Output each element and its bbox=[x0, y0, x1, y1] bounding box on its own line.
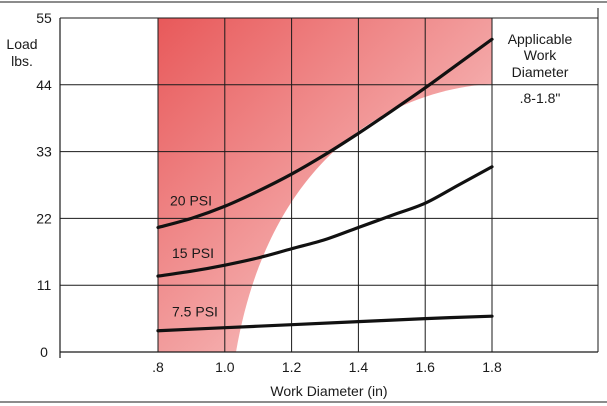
series-lines bbox=[156, 37, 494, 333]
region-label-line-2: Work bbox=[524, 47, 557, 63]
y-axis-label-line-2: lbs. bbox=[11, 53, 33, 69]
x-axis-label: Work Diameter (in) bbox=[270, 383, 387, 399]
y-tick-label: 22 bbox=[36, 210, 52, 226]
region-label-line-1: Applicable bbox=[508, 31, 573, 47]
series-label: 15 PSI bbox=[172, 245, 214, 261]
series-line bbox=[156, 165, 494, 278]
y-tick-label: 11 bbox=[37, 277, 52, 293]
x-tick-label: 1.0 bbox=[215, 359, 235, 375]
x-tick-label: 1.4 bbox=[349, 359, 369, 375]
x-tick-label: 1.8 bbox=[482, 359, 502, 375]
series-label: 20 PSI bbox=[170, 193, 212, 209]
y-tick-labels: 0 11 22 33 44 55 bbox=[36, 10, 52, 360]
region-range-label: .8-1.8" bbox=[520, 90, 561, 106]
x-tick-labels: .8 1.0 1.2 1.4 1.6 1.8 bbox=[152, 359, 502, 375]
shaded-region bbox=[158, 18, 492, 352]
x-tick-label: .8 bbox=[152, 359, 164, 375]
y-tick-label: 55 bbox=[36, 10, 52, 26]
y-axis-label-line-1: Load bbox=[6, 36, 37, 52]
series-line bbox=[156, 37, 494, 230]
x-tick-label: 1.2 bbox=[282, 359, 302, 375]
x-tick-label: 1.6 bbox=[415, 359, 435, 375]
region-label-line-3: Diameter bbox=[512, 64, 569, 80]
series-labels: 20 PSI 15 PSI 7.5 PSI bbox=[170, 193, 218, 320]
y-tick-label: 33 bbox=[36, 144, 52, 160]
series-label: 7.5 PSI bbox=[172, 304, 218, 320]
y-tick-label: 44 bbox=[36, 77, 52, 93]
series-line bbox=[156, 314, 494, 333]
y-tick-label: 0 bbox=[40, 344, 48, 360]
